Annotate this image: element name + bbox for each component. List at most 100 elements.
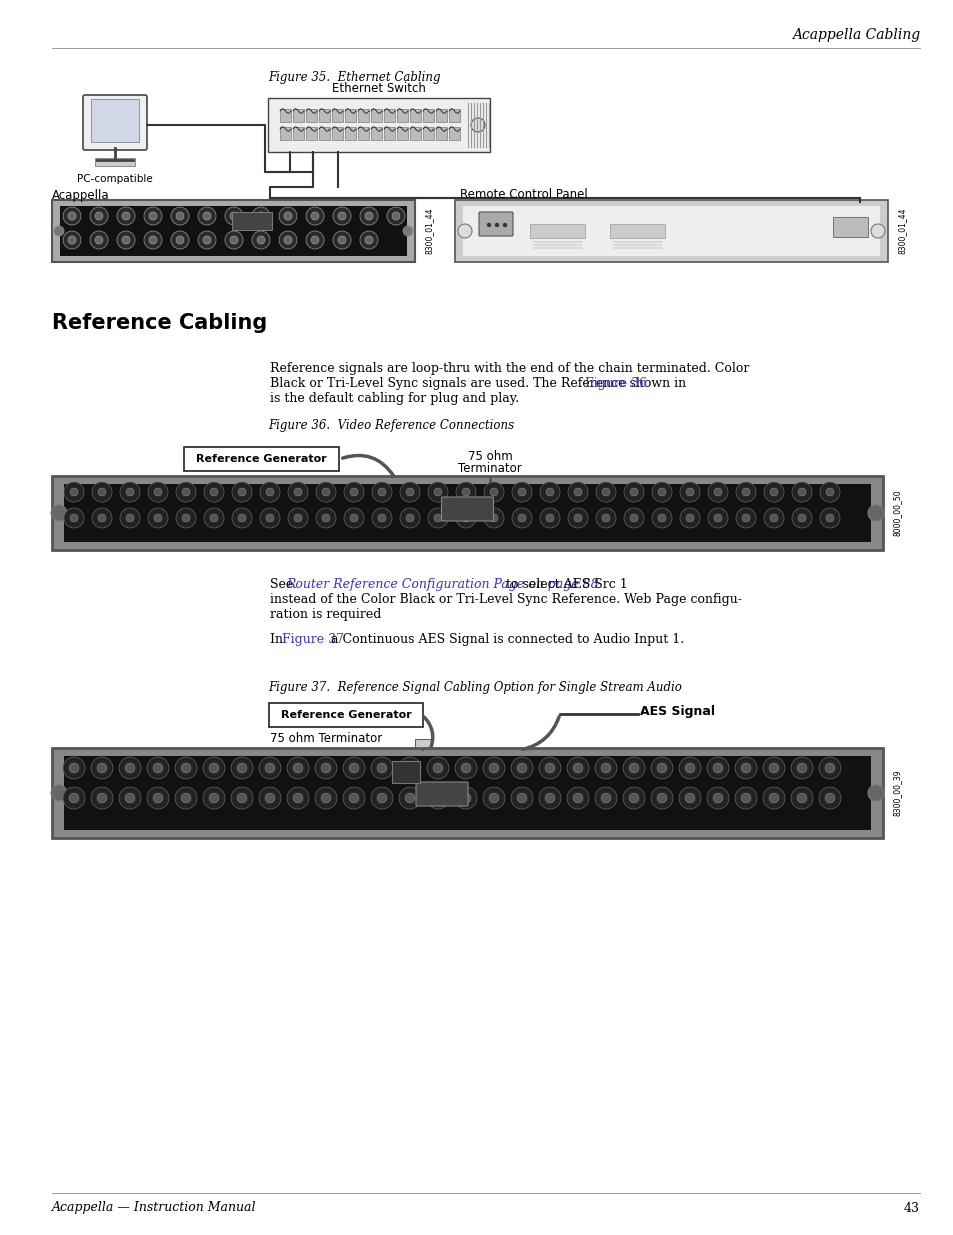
FancyBboxPatch shape <box>345 127 355 140</box>
Circle shape <box>171 207 189 225</box>
FancyBboxPatch shape <box>306 127 316 140</box>
FancyBboxPatch shape <box>83 95 147 149</box>
Circle shape <box>288 482 308 501</box>
Circle shape <box>567 508 587 529</box>
FancyBboxPatch shape <box>384 127 395 140</box>
Circle shape <box>294 488 302 496</box>
Circle shape <box>685 514 693 522</box>
Circle shape <box>713 488 721 496</box>
Circle shape <box>482 757 504 779</box>
FancyBboxPatch shape <box>422 751 436 764</box>
Circle shape <box>95 212 103 220</box>
Circle shape <box>623 482 643 501</box>
Circle shape <box>573 763 582 773</box>
Circle shape <box>495 224 498 227</box>
FancyBboxPatch shape <box>64 484 870 542</box>
Circle shape <box>512 508 532 529</box>
Circle shape <box>825 514 833 522</box>
Circle shape <box>171 231 189 249</box>
Text: ration is required: ration is required <box>270 608 381 621</box>
Circle shape <box>433 793 442 803</box>
FancyBboxPatch shape <box>422 109 434 122</box>
Circle shape <box>769 514 778 522</box>
Circle shape <box>596 482 616 501</box>
Circle shape <box>287 787 309 809</box>
Circle shape <box>265 793 274 803</box>
FancyBboxPatch shape <box>436 127 447 140</box>
Circle shape <box>126 514 133 522</box>
Circle shape <box>265 763 274 773</box>
Circle shape <box>225 207 243 225</box>
Circle shape <box>574 488 581 496</box>
FancyBboxPatch shape <box>52 748 882 839</box>
Circle shape <box>69 763 79 773</box>
Circle shape <box>70 488 78 496</box>
Circle shape <box>796 763 806 773</box>
Circle shape <box>867 505 883 521</box>
Circle shape <box>684 763 695 773</box>
Circle shape <box>706 757 728 779</box>
Circle shape <box>456 482 476 501</box>
Text: 8300_00_39: 8300_00_39 <box>892 769 901 816</box>
Circle shape <box>707 508 727 529</box>
Text: In: In <box>270 634 287 646</box>
Circle shape <box>600 763 610 773</box>
FancyBboxPatch shape <box>357 109 369 122</box>
Circle shape <box>343 757 365 779</box>
Circle shape <box>434 488 441 496</box>
Circle shape <box>820 482 840 501</box>
Circle shape <box>601 488 609 496</box>
Circle shape <box>684 793 695 803</box>
Circle shape <box>119 757 141 779</box>
Circle shape <box>288 508 308 529</box>
Circle shape <box>763 508 783 529</box>
Circle shape <box>713 514 721 522</box>
Circle shape <box>90 231 108 249</box>
Circle shape <box>740 793 750 803</box>
Circle shape <box>511 787 533 809</box>
Circle shape <box>545 514 554 522</box>
Text: Figure 35.  Ethernet Cabling: Figure 35. Ethernet Cabling <box>268 72 440 84</box>
Circle shape <box>333 231 351 249</box>
Circle shape <box>490 514 497 522</box>
Circle shape <box>398 787 420 809</box>
Circle shape <box>51 785 67 802</box>
Circle shape <box>337 212 346 220</box>
Circle shape <box>64 482 84 501</box>
Circle shape <box>433 763 442 773</box>
Circle shape <box>209 763 219 773</box>
Circle shape <box>740 763 750 773</box>
Circle shape <box>517 793 526 803</box>
Circle shape <box>198 207 215 225</box>
Circle shape <box>651 482 671 501</box>
Circle shape <box>567 482 587 501</box>
Circle shape <box>371 787 393 809</box>
Circle shape <box>372 482 392 501</box>
Text: Black or Tri-Level Sync signals are used. The Reference shown in: Black or Tri-Level Sync signals are used… <box>270 377 689 390</box>
Text: Figure 36.  Video Reference Connections: Figure 36. Video Reference Connections <box>268 419 514 431</box>
FancyBboxPatch shape <box>332 127 343 140</box>
Circle shape <box>735 508 755 529</box>
Text: 8000_00_50: 8000_00_50 <box>892 490 901 536</box>
Circle shape <box>236 763 247 773</box>
Circle shape <box>398 757 420 779</box>
Circle shape <box>322 514 330 522</box>
Text: Reference Generator: Reference Generator <box>280 710 411 720</box>
Text: 43: 43 <box>903 1202 919 1214</box>
Circle shape <box>278 231 296 249</box>
Circle shape <box>144 231 162 249</box>
Circle shape <box>402 226 413 236</box>
Circle shape <box>182 514 190 522</box>
Circle shape <box>120 482 140 501</box>
Circle shape <box>260 508 280 529</box>
Text: PC-compatible: PC-compatible <box>77 174 152 184</box>
Circle shape <box>399 508 419 529</box>
FancyBboxPatch shape <box>416 750 430 762</box>
Circle shape <box>741 514 749 522</box>
Circle shape <box>284 236 292 245</box>
Circle shape <box>204 508 224 529</box>
Circle shape <box>517 763 526 773</box>
Circle shape <box>230 236 237 245</box>
Circle shape <box>650 757 672 779</box>
FancyBboxPatch shape <box>415 739 431 748</box>
